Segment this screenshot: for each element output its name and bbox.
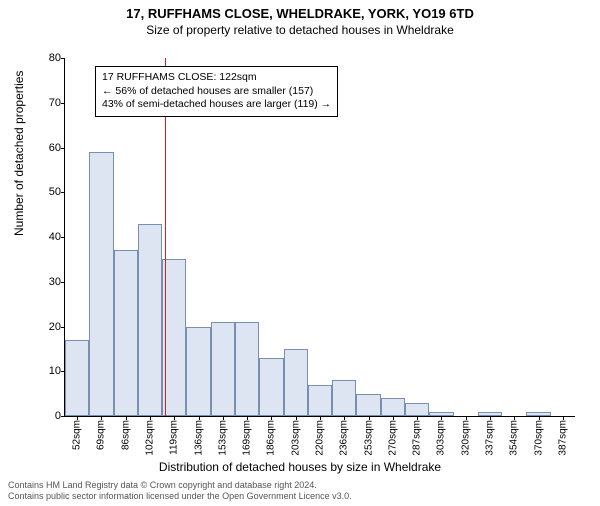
x-tick-mark xyxy=(150,416,151,420)
y-tick-mark xyxy=(61,192,65,193)
x-tick-label: 253sqm xyxy=(363,420,374,456)
histogram-bar xyxy=(381,398,405,416)
x-tick-mark xyxy=(296,416,297,420)
y-tick-mark xyxy=(61,327,65,328)
x-tick-mark xyxy=(441,416,442,420)
x-tick-mark xyxy=(101,416,102,420)
x-tick-mark xyxy=(77,416,78,420)
x-tick-mark xyxy=(174,416,175,420)
x-tick-mark xyxy=(539,416,540,420)
histogram-bar xyxy=(284,349,308,416)
histogram-bar xyxy=(308,385,332,416)
x-tick-label: 153sqm xyxy=(217,420,228,456)
y-tick-label: 20 xyxy=(31,321,61,333)
histogram-plot: 0102030405060708052sqm69sqm86sqm102sqm11… xyxy=(64,58,575,417)
x-tick-mark xyxy=(466,416,467,420)
x-tick-mark xyxy=(199,416,200,420)
y-tick-label: 0 xyxy=(31,410,61,422)
x-tick-label: 270sqm xyxy=(387,420,398,456)
y-tick-label: 70 xyxy=(31,97,61,109)
x-tick-mark xyxy=(320,416,321,420)
page-title: 17, RUFFHAMS CLOSE, WHELDRAKE, YORK, YO1… xyxy=(0,6,600,21)
x-tick-label: 320sqm xyxy=(460,420,471,456)
y-tick-label: 80 xyxy=(31,52,61,64)
info-line-3: 43% of semi-detached houses are larger (… xyxy=(102,98,331,112)
x-tick-mark xyxy=(126,416,127,420)
chart-area: 0102030405060708052sqm69sqm86sqm102sqm11… xyxy=(64,58,574,416)
y-tick-label: 30 xyxy=(31,276,61,288)
histogram-bar xyxy=(405,403,429,416)
x-tick-label: 287sqm xyxy=(412,420,423,456)
x-tick-label: 203sqm xyxy=(290,420,301,456)
x-tick-label: 354sqm xyxy=(509,420,520,456)
y-tick-mark xyxy=(61,282,65,283)
x-tick-label: 337sqm xyxy=(485,420,496,456)
x-tick-mark xyxy=(514,416,515,420)
y-axis-label: Number of detached properties xyxy=(12,71,26,236)
y-tick-mark xyxy=(61,58,65,59)
y-tick-mark xyxy=(61,148,65,149)
y-tick-mark xyxy=(61,237,65,238)
histogram-bar xyxy=(211,322,235,416)
x-tick-label: 52sqm xyxy=(72,420,83,450)
histogram-bar xyxy=(356,394,380,416)
x-tick-label: 69sqm xyxy=(96,420,107,450)
histogram-bar xyxy=(138,224,162,416)
y-tick-label: 50 xyxy=(31,186,61,198)
x-tick-label: 86sqm xyxy=(120,420,131,450)
footnote: Contains HM Land Registry data © Crown c… xyxy=(8,480,592,502)
y-tick-mark xyxy=(61,416,65,417)
footnote-line-1: Contains HM Land Registry data © Crown c… xyxy=(8,480,592,491)
histogram-bar xyxy=(186,327,210,417)
info-box: 17 RUFFHAMS CLOSE: 122sqm← 56% of detach… xyxy=(95,66,338,117)
y-tick-label: 40 xyxy=(31,231,61,243)
x-tick-mark xyxy=(223,416,224,420)
info-line-2: ← 56% of detached houses are smaller (15… xyxy=(102,85,331,99)
x-tick-mark xyxy=(393,416,394,420)
x-tick-label: 186sqm xyxy=(266,420,277,456)
x-tick-label: 387sqm xyxy=(557,420,568,456)
histogram-bar xyxy=(65,340,89,416)
histogram-bar xyxy=(259,358,283,416)
x-tick-label: 102sqm xyxy=(145,420,156,456)
x-tick-label: 303sqm xyxy=(436,420,447,456)
x-tick-label: 236sqm xyxy=(339,420,350,456)
x-tick-label: 136sqm xyxy=(193,420,204,456)
x-tick-mark xyxy=(369,416,370,420)
histogram-bar xyxy=(89,152,113,416)
info-line-1: 17 RUFFHAMS CLOSE: 122sqm xyxy=(102,71,331,85)
x-tick-mark xyxy=(490,416,491,420)
y-tick-label: 60 xyxy=(31,142,61,154)
x-tick-label: 169sqm xyxy=(242,420,253,456)
x-tick-mark xyxy=(247,416,248,420)
x-tick-label: 220sqm xyxy=(315,420,326,456)
x-tick-mark xyxy=(344,416,345,420)
x-axis-label: Distribution of detached houses by size … xyxy=(0,460,600,474)
x-tick-mark xyxy=(271,416,272,420)
y-tick-mark xyxy=(61,103,65,104)
histogram-bar xyxy=(114,250,138,416)
x-tick-mark xyxy=(563,416,564,420)
page-subtitle: Size of property relative to detached ho… xyxy=(0,23,600,37)
histogram-bar xyxy=(332,380,356,416)
x-tick-label: 370sqm xyxy=(533,420,544,456)
x-tick-mark xyxy=(417,416,418,420)
footnote-line-2: Contains public sector information licen… xyxy=(8,491,592,502)
x-tick-label: 119sqm xyxy=(169,420,180,455)
histogram-bar xyxy=(235,322,259,416)
y-tick-label: 10 xyxy=(31,365,61,377)
